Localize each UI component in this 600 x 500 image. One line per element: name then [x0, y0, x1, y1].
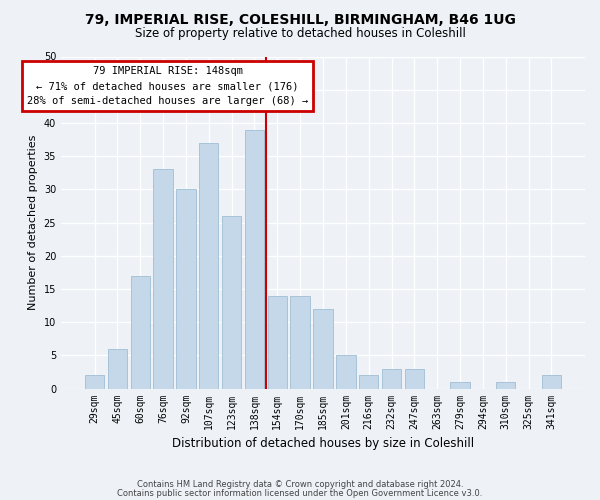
Bar: [290, 296, 310, 388]
Bar: [176, 190, 196, 388]
Bar: [542, 376, 561, 388]
Bar: [313, 309, 333, 388]
Text: Contains public sector information licensed under the Open Government Licence v3: Contains public sector information licen…: [118, 489, 482, 498]
Text: Contains HM Land Registry data © Crown copyright and database right 2024.: Contains HM Land Registry data © Crown c…: [137, 480, 463, 489]
Bar: [268, 296, 287, 388]
X-axis label: Distribution of detached houses by size in Coleshill: Distribution of detached houses by size …: [172, 437, 474, 450]
Bar: [496, 382, 515, 388]
Bar: [451, 382, 470, 388]
Bar: [154, 170, 173, 388]
Bar: [85, 376, 104, 388]
Text: 79, IMPERIAL RISE, COLESHILL, BIRMINGHAM, B46 1UG: 79, IMPERIAL RISE, COLESHILL, BIRMINGHAM…: [85, 12, 515, 26]
Bar: [359, 376, 379, 388]
Bar: [382, 368, 401, 388]
Bar: [222, 216, 241, 388]
Bar: [404, 368, 424, 388]
Text: 79 IMPERIAL RISE: 148sqm
← 71% of detached houses are smaller (176)
28% of semi-: 79 IMPERIAL RISE: 148sqm ← 71% of detach…: [27, 66, 308, 106]
Bar: [245, 130, 264, 388]
Bar: [131, 276, 150, 388]
Text: Size of property relative to detached houses in Coleshill: Size of property relative to detached ho…: [134, 28, 466, 40]
Bar: [336, 356, 356, 388]
Bar: [107, 348, 127, 389]
Bar: [199, 143, 218, 388]
Y-axis label: Number of detached properties: Number of detached properties: [28, 135, 38, 310]
